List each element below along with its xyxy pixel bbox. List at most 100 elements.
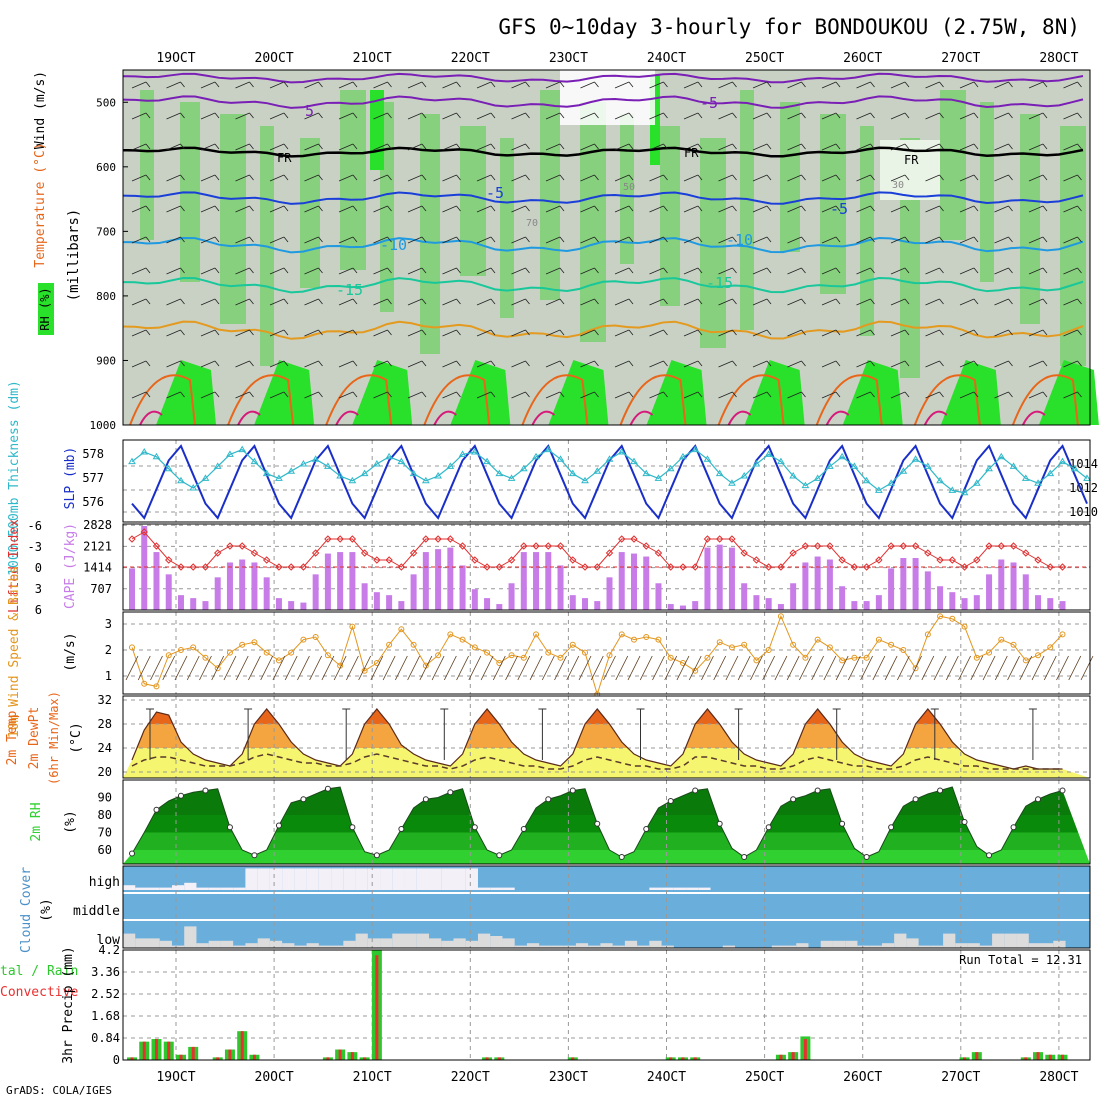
cloud-low-bar — [575, 943, 589, 948]
lifted-index-point — [262, 556, 271, 564]
thickness-point — [421, 476, 430, 484]
wind-barb — [628, 143, 634, 150]
lifted-index-point — [960, 563, 969, 571]
wind-barb — [580, 236, 595, 244]
thickness-point — [752, 460, 761, 467]
cape-bar — [153, 552, 160, 610]
wind-barb — [718, 329, 733, 337]
wind-barb — [166, 236, 181, 244]
wind-barb — [904, 236, 910, 243]
precip-conv-bar — [779, 1054, 783, 1060]
wind-barb — [511, 143, 526, 151]
wind10-point — [802, 654, 809, 661]
wind-barb — [752, 391, 768, 399]
wind-barb — [421, 298, 427, 305]
top-date-21OCT: 21OCT — [353, 51, 392, 66]
wind10-barb — [407, 655, 420, 681]
thickness-point — [887, 479, 895, 486]
precip-conv-bar — [1048, 1054, 1052, 1060]
wind-barb — [614, 298, 630, 306]
wind10-barb — [652, 655, 665, 681]
wind-barb — [442, 329, 457, 337]
cape-bar — [288, 601, 295, 610]
wind-barb — [318, 329, 323, 336]
temp2m-line — [131, 708, 1063, 770]
wind-barb — [559, 112, 565, 119]
lifted-index-point — [177, 563, 185, 571]
wind-barb — [1008, 298, 1013, 305]
wind-barb — [407, 112, 423, 120]
cape-bar — [875, 595, 882, 610]
wind-barb — [442, 143, 457, 151]
contour-label: -5 — [700, 94, 718, 112]
wind10-line — [131, 614, 1063, 696]
wind-barb — [1077, 174, 1082, 181]
wind-barb — [580, 205, 595, 213]
wind-barb — [939, 236, 944, 243]
wind-barb — [856, 143, 871, 151]
wind-barb — [614, 236, 630, 244]
contour-label: -15 — [336, 281, 363, 299]
wind-barb — [801, 298, 806, 305]
wind10-barb — [150, 655, 163, 681]
wind-barb — [269, 174, 285, 182]
wind-barb — [959, 298, 975, 306]
wind-barb — [628, 298, 634, 305]
precip-conv-bar — [240, 1031, 244, 1060]
wind10-point — [961, 623, 968, 630]
wind-barb — [442, 236, 457, 244]
lifted-index-point — [801, 542, 810, 550]
thickness-point — [275, 474, 283, 481]
wind10-barb — [1007, 655, 1020, 681]
wind-barb — [787, 174, 802, 182]
wind-barb — [338, 81, 354, 89]
wind10-point — [973, 654, 980, 661]
wind-barb — [1008, 329, 1013, 336]
cape-bar — [741, 583, 748, 610]
precip-tick: 4.2 — [98, 943, 120, 957]
wind-barb — [973, 174, 979, 181]
rh2m-tick: 80 — [98, 808, 112, 822]
thickness-point — [128, 457, 136, 465]
wind10-barb — [529, 655, 543, 681]
upper-air-panel: 500 600 700 800 900 1000 5 -5 FR FR FR -5 -5 -10 -10 -1… — [33, 70, 1099, 432]
wind-barb — [214, 329, 220, 336]
wind-barb — [994, 360, 1009, 368]
cape-bar — [790, 583, 797, 610]
wind-barb — [594, 143, 599, 150]
wind-barb — [131, 267, 147, 275]
precip-tick: 3.36 — [91, 965, 120, 979]
ylabel-rh2m-units: (%) — [63, 810, 78, 833]
cloud-high-bar — [245, 868, 258, 890]
cape-bar — [1059, 601, 1066, 610]
thickness-point — [348, 476, 357, 484]
wind10-barb — [860, 655, 873, 681]
thickness-point — [985, 464, 993, 472]
rh-mid-blob — [340, 90, 366, 270]
wind-barb — [525, 391, 530, 398]
wind-barb — [766, 205, 772, 212]
wind-barb — [338, 267, 354, 275]
cloud-low-bar — [661, 945, 674, 948]
wind-barb — [973, 391, 979, 398]
wind-barb — [835, 298, 841, 305]
cloud-frame — [122, 865, 1091, 949]
cloud-low-bar — [404, 933, 417, 948]
wind-barb — [318, 298, 323, 305]
wind-barb — [732, 143, 737, 150]
cape-bar — [888, 568, 895, 610]
rh2m-point — [594, 820, 601, 827]
wind-barb — [1028, 267, 1044, 275]
wind-barb — [787, 391, 802, 399]
wind-barb — [249, 174, 254, 181]
wind10-barb — [186, 655, 200, 681]
wind10-point — [863, 654, 870, 661]
lifted-index-point — [299, 563, 308, 571]
wind-barb — [821, 236, 837, 244]
ylabel-convective: Convective — [0, 985, 78, 1000]
lifted-index-point — [569, 556, 577, 564]
wind-barb — [283, 174, 289, 181]
wind-barb — [421, 391, 427, 398]
wind-barb — [269, 329, 285, 337]
